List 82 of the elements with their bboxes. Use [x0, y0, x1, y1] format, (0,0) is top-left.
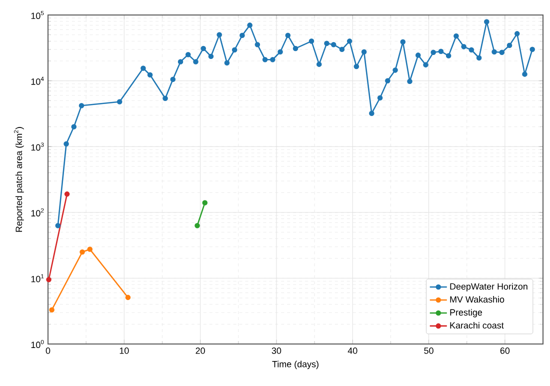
point [514, 31, 520, 36]
point [162, 96, 168, 102]
point [64, 191, 70, 197]
point [461, 44, 466, 50]
y-tick-label: 10$^{2}$ [31, 208, 44, 216]
point [254, 42, 260, 48]
y-tick-label: 10$^{1}$ [31, 274, 44, 282]
point [194, 222, 200, 228]
x-tick-label: 60 [500, 348, 510, 354]
point [407, 78, 412, 84]
point [185, 52, 191, 58]
legend-label: DeepWater Horizon [450, 283, 528, 292]
legend-label: Prestige [450, 308, 482, 318]
point [292, 46, 298, 52]
point [484, 19, 490, 24]
point [46, 277, 52, 282]
point [392, 68, 398, 73]
x-tick-label: 0 [46, 348, 50, 354]
point [140, 66, 146, 71]
point [285, 32, 291, 38]
point [80, 249, 85, 255]
x-tick-label: 30 [272, 348, 282, 354]
point [49, 307, 54, 313]
point [415, 52, 421, 58]
point [438, 48, 444, 54]
point [339, 46, 345, 52]
point [330, 42, 336, 48]
point [476, 55, 482, 61]
point [193, 59, 198, 64]
point [492, 49, 497, 55]
y-tick-label: 10$^{0}$ [31, 340, 44, 348]
y-axis-title: Reported patch area (km$^{2}$) [14, 127, 24, 232]
point [178, 59, 184, 64]
point [506, 42, 512, 48]
point [55, 222, 61, 228]
point [423, 62, 428, 68]
point [247, 22, 252, 28]
point [530, 46, 535, 52]
x-tick-label: 10 [120, 348, 129, 354]
point [308, 38, 314, 44]
point [468, 47, 474, 53]
point [262, 56, 268, 62]
point [430, 50, 436, 56]
point [78, 102, 84, 108]
point [361, 49, 367, 55]
x-tick-label: 40 [348, 348, 358, 354]
point [346, 38, 352, 44]
legend-label: MV Wakashio [450, 296, 504, 303]
point [377, 95, 383, 101]
point [224, 60, 230, 66]
y-tick-label: 10$^{3}$ [31, 142, 44, 151]
point [369, 110, 374, 116]
point [400, 39, 406, 45]
point [232, 47, 238, 53]
point [208, 54, 214, 60]
point [71, 124, 77, 130]
point [499, 50, 505, 56]
point [202, 200, 208, 206]
point [200, 46, 206, 52]
x-axis-title: Time (days) [272, 360, 318, 370]
point [385, 78, 390, 84]
point [270, 56, 276, 62]
point [87, 246, 93, 252]
x-tick-label: 20 [196, 348, 205, 354]
point [116, 99, 122, 104]
point [125, 294, 131, 300]
point [278, 49, 283, 55]
point [522, 72, 528, 77]
point [316, 62, 322, 67]
point [324, 40, 330, 46]
point [240, 32, 245, 38]
point [354, 64, 360, 70]
point [170, 76, 176, 82]
point [216, 32, 222, 38]
point [147, 72, 153, 78]
x-tick-label: 50 [424, 348, 434, 354]
point [446, 53, 452, 58]
point [64, 141, 69, 147]
legend-label: Karachi coast [450, 322, 504, 329]
y-tick-label: 10$^{5}$ [31, 10, 44, 20]
y-tick-label: 10$^{4}$ [31, 76, 44, 85]
point [454, 33, 459, 39]
